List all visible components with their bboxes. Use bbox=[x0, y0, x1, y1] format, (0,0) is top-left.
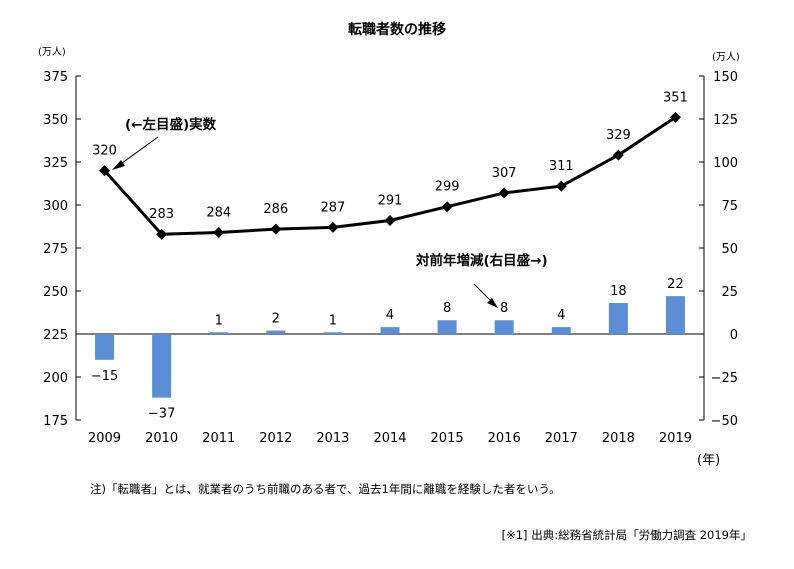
line-data-label: 307 bbox=[492, 166, 517, 181]
y-right-ticks: 150 125 100 75 50 25 0 −25 −50 bbox=[699, 70, 738, 429]
y-left-tick-label: 225 bbox=[43, 328, 68, 343]
y-right-tick-label: 150 bbox=[713, 70, 738, 85]
line-point bbox=[669, 111, 681, 123]
x-tick-label: 2013 bbox=[316, 431, 349, 446]
line-annotation-arrow bbox=[117, 136, 159, 167]
bar bbox=[380, 327, 400, 334]
line-annotation: (←左目盛)実数 bbox=[125, 116, 217, 133]
y-left-tick-label: 300 bbox=[43, 199, 68, 214]
x-tick-label: 2009 bbox=[88, 431, 121, 446]
x-tick-label: 2010 bbox=[145, 431, 178, 446]
line-point bbox=[612, 149, 624, 161]
line-point bbox=[270, 223, 282, 235]
y-left-tick-label: 275 bbox=[43, 242, 68, 257]
x-tick-labels: 2009 2010 2011 2012 2013 2014 2015 2016 2017 2018… bbox=[88, 431, 692, 446]
x-tick-label: 2014 bbox=[373, 431, 406, 446]
y-right-tick-label: 125 bbox=[713, 113, 738, 128]
y-right-unit: (万人) bbox=[712, 51, 740, 63]
bar bbox=[266, 330, 286, 334]
y-left-unit: (万人) bbox=[38, 46, 66, 58]
x-tick-label: 2012 bbox=[259, 431, 292, 446]
line-data-label: 287 bbox=[320, 200, 345, 215]
line-data-label: 329 bbox=[606, 128, 631, 143]
y-left-tick-label: 200 bbox=[43, 371, 68, 386]
line-data-label: 311 bbox=[549, 159, 574, 174]
bar-data-label: 2 bbox=[272, 312, 280, 327]
bar-annotation-arrow bbox=[473, 283, 494, 304]
bar-annotation-arrowhead bbox=[487, 298, 498, 308]
line-data-label: 284 bbox=[206, 206, 231, 221]
bar bbox=[95, 334, 115, 360]
y-left-tick-label: 325 bbox=[43, 156, 68, 171]
line-point bbox=[99, 165, 111, 177]
bar-data-label: 4 bbox=[557, 308, 565, 323]
x-unit: (年) bbox=[697, 453, 720, 468]
bar-data-label: 4 bbox=[386, 308, 394, 323]
bar bbox=[152, 334, 172, 398]
bar bbox=[608, 303, 628, 334]
bar bbox=[323, 332, 343, 334]
y-right-tick-label: 50 bbox=[721, 242, 738, 257]
bar bbox=[209, 332, 229, 334]
y-right-tick-label: 25 bbox=[721, 285, 738, 300]
x-tick-label: 2015 bbox=[431, 431, 464, 446]
y-right-tick-label: −25 bbox=[711, 371, 738, 386]
bar bbox=[551, 327, 571, 334]
line-data-label: 320 bbox=[92, 144, 117, 159]
y-right-tick-label: −50 bbox=[711, 414, 738, 429]
x-tick-label: 2016 bbox=[488, 431, 521, 446]
line-point bbox=[213, 227, 225, 239]
bar-data-label: 1 bbox=[329, 313, 337, 328]
bar bbox=[437, 320, 457, 334]
bar bbox=[665, 296, 685, 334]
line-point bbox=[156, 228, 168, 240]
line-data-label: 286 bbox=[263, 202, 288, 217]
line-point bbox=[441, 201, 453, 213]
bar-data-label: −15 bbox=[91, 369, 118, 384]
y-left-tick-label: 175 bbox=[43, 414, 68, 429]
x-tick-label: 2019 bbox=[659, 431, 692, 446]
bar-annotation: 対前年増減(右目盛→) bbox=[415, 252, 548, 269]
bar-data-label: 18 bbox=[610, 284, 627, 299]
bar-series: −15 −37 1 2 1 4 8 8 4 18 22 bbox=[91, 277, 685, 422]
bar-data-label: 1 bbox=[215, 313, 223, 328]
line-data-label: 299 bbox=[435, 180, 460, 195]
bar-data-label: 8 bbox=[443, 301, 451, 316]
footnote: 注)「転職者」とは、就業者のうち前職のある者で、過去1年間に離職を経験した者をい… bbox=[90, 482, 561, 496]
y-left-tick-label: 250 bbox=[43, 285, 68, 300]
y-left-tick-label: 350 bbox=[43, 113, 68, 128]
x-tick-label: 2018 bbox=[602, 431, 635, 446]
bar-data-label: 8 bbox=[500, 301, 508, 316]
bar-data-label: −37 bbox=[148, 407, 175, 422]
y-right-tick-label: 100 bbox=[713, 156, 738, 171]
bar bbox=[494, 320, 514, 334]
line-point bbox=[555, 180, 567, 192]
bar-data-label: 22 bbox=[667, 277, 684, 292]
line-point bbox=[498, 187, 510, 199]
x-tick-label: 2011 bbox=[202, 431, 235, 446]
x-tick-label: 2017 bbox=[545, 431, 578, 446]
line-data-label: 351 bbox=[663, 90, 688, 105]
line-point bbox=[384, 214, 396, 226]
chart-title: 転職者数の推移 bbox=[348, 21, 446, 38]
line-data-label: 283 bbox=[149, 207, 174, 222]
y-left-tick-label: 375 bbox=[43, 70, 68, 85]
y-right-tick-label: 75 bbox=[721, 199, 738, 214]
line-data-label: 291 bbox=[378, 193, 403, 208]
line-annotation-arrowhead bbox=[112, 160, 125, 170]
y-right-tick-label: 0 bbox=[730, 328, 738, 343]
line-point bbox=[327, 221, 339, 233]
source-note: [※1] 出典:総務省統計局「労働力調査 2019年」 bbox=[501, 528, 752, 542]
line-series: 320 283 284 286 287 291 299 307 311 329 351 bbox=[92, 90, 688, 240]
y-left-ticks: 375 350 325 300 275 250 225 200 175 bbox=[43, 70, 81, 429]
